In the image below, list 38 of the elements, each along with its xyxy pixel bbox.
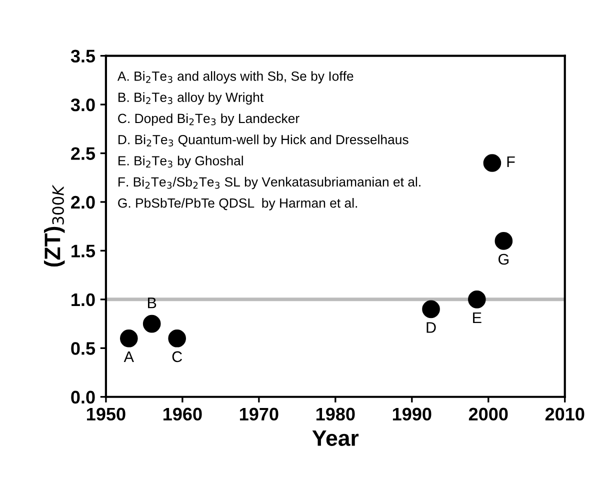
annotation: G [498,254,508,265]
x-tick-label: 1980 [316,408,355,421]
y-tick-label: 0.0 [71,390,95,404]
annotation: B. Bi$_{2}$Te$_{3}$ alloy by Wright [118,92,264,105]
point [468,290,486,308]
point [422,300,440,318]
y-tick-label: 2.0 [71,196,95,209]
y-tick-label: 1.5 [72,244,96,258]
annotation: D [426,322,436,333]
text: F. Bi$_{2}$Te$_{3}$/Sb$_{2}$Te$_{3}$ SL by Venkatasubriamanian et al. [118,176,420,190]
x-tick-label: 1960 [163,408,202,421]
y-tick-label: 3.0 [70,98,95,112]
annotation: B [148,298,156,308]
annotation: A. Bi$_{2}$Te$_{3}$ and alloys with Sb, Se by Ioffe [117,71,354,84]
y-tick-label: 3.5 [70,50,96,63]
point [494,232,513,250]
annotation: A [124,351,134,362]
y-axis-title: (ZT)$_{300K}$ [44,184,65,267]
x-tick-label: 2010 [545,408,584,421]
x-tick-label: 1970 [240,408,278,421]
annotation: E [473,312,482,323]
annotation: F [507,156,515,167]
point [168,329,186,348]
point [120,329,138,348]
annotation: D. Bi$_{2}$Te$_{3}$ Quantum-well by Hick and Dresselhaus [118,134,408,147]
point [142,314,161,333]
annotation: C. Doped Bi$_{2}$Te$_{3}$ by Landecker [118,113,300,126]
annotation: E. Bi$_{2}$Te$_{3}$ by Ghoshal [118,156,243,168]
y-tick-label: 1.0 [72,293,95,306]
point [483,154,502,172]
x-tick-label: 1990 [392,408,432,421]
y-tick-label: 2.5 [71,147,96,160]
x-axis-title: Year [312,430,359,446]
x-tick-label: 2000 [468,408,508,421]
annotation: C [172,351,182,362]
x-tick-label: 1950 [87,408,126,421]
annotation: G. PbSbTe/PbTe QDSL by Harman et al. [118,198,357,210]
y-tick-label: 0.5 [71,342,96,355]
